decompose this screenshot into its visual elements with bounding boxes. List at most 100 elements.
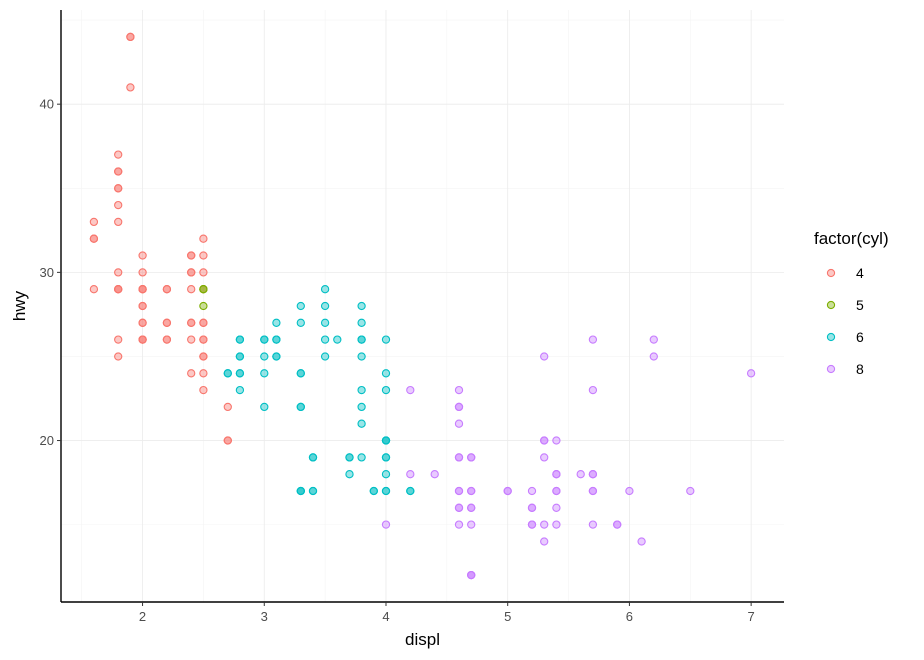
data-point xyxy=(114,268,123,277)
y-tick-label: 30 xyxy=(40,265,54,280)
legend: factor(cyl) 4 5 6 8 xyxy=(814,229,889,377)
data-point xyxy=(552,470,561,479)
data-point xyxy=(357,335,366,344)
data-point xyxy=(576,470,585,479)
data-point xyxy=(333,335,342,344)
data-point xyxy=(320,318,330,327)
data-point xyxy=(114,200,123,210)
data-point xyxy=(138,335,147,344)
data-point xyxy=(114,150,123,159)
data-point xyxy=(114,217,123,227)
data-point xyxy=(114,167,123,176)
data-point xyxy=(296,301,305,311)
data-point xyxy=(223,402,232,412)
data-point xyxy=(430,470,439,479)
data-point xyxy=(381,436,391,445)
data-point xyxy=(272,335,281,344)
data-point xyxy=(138,318,147,327)
data-point xyxy=(649,352,658,361)
data-point xyxy=(260,335,269,344)
data-point xyxy=(454,453,464,462)
data-point xyxy=(746,369,756,378)
data-point xyxy=(357,318,366,327)
data-point xyxy=(320,301,330,311)
data-point xyxy=(138,285,147,294)
data-point xyxy=(235,352,245,361)
data-point xyxy=(467,570,476,580)
data-point xyxy=(320,335,330,344)
data-point xyxy=(114,285,123,294)
x-tick-label: 2 xyxy=(139,609,146,624)
legend-label: 5 xyxy=(856,297,864,313)
data-point xyxy=(357,402,366,412)
data-point xyxy=(199,268,208,277)
data-point xyxy=(357,301,366,311)
data-point xyxy=(540,453,549,462)
data-point xyxy=(345,453,354,462)
data-point xyxy=(540,537,549,546)
data-point xyxy=(199,352,208,361)
x-axis-ticks: 2 3 4 5 6 7 xyxy=(139,602,755,624)
data-point xyxy=(260,352,269,361)
data-point xyxy=(187,251,196,260)
data-point xyxy=(308,453,318,462)
data-point xyxy=(527,520,537,529)
data-point xyxy=(114,335,123,344)
data-point xyxy=(454,385,464,395)
legend-key xyxy=(826,364,836,374)
data-point xyxy=(540,352,549,361)
data-point xyxy=(223,369,232,378)
data-point xyxy=(552,520,561,529)
data-point xyxy=(138,268,147,277)
data-point xyxy=(126,32,135,42)
x-axis-title: displ xyxy=(405,630,440,649)
data-point xyxy=(552,436,561,445)
data-point xyxy=(454,503,464,512)
data-point xyxy=(296,369,305,378)
data-point xyxy=(187,268,196,277)
data-point xyxy=(588,335,598,344)
data-point xyxy=(296,318,305,327)
data-point xyxy=(114,184,123,193)
y-tick-label: 40 xyxy=(40,97,54,112)
data-point xyxy=(357,385,366,395)
legend-title: factor(cyl) xyxy=(814,229,889,248)
data-point xyxy=(381,385,391,395)
data-point xyxy=(296,486,305,496)
data-point xyxy=(381,335,391,344)
data-point xyxy=(138,301,147,311)
data-point xyxy=(89,234,99,243)
data-point xyxy=(454,486,464,496)
data-point xyxy=(89,285,99,294)
data-point xyxy=(138,251,147,260)
data-point xyxy=(686,486,695,496)
x-tick-label: 5 xyxy=(504,609,511,624)
data-point xyxy=(296,402,305,412)
data-point xyxy=(527,486,537,496)
data-point xyxy=(357,352,366,361)
data-point xyxy=(187,335,196,344)
data-point xyxy=(503,486,512,496)
x-tick-label: 4 xyxy=(382,609,389,624)
data-point xyxy=(114,352,123,361)
data-point xyxy=(272,352,281,361)
data-point xyxy=(588,520,598,529)
data-point xyxy=(162,335,172,344)
data-points xyxy=(89,32,756,580)
data-point xyxy=(527,503,537,512)
data-point xyxy=(199,318,208,327)
data-point xyxy=(454,419,464,428)
legend-key xyxy=(826,268,836,278)
data-point xyxy=(357,419,366,428)
data-point xyxy=(199,251,208,260)
data-point xyxy=(345,470,354,479)
data-point xyxy=(187,369,196,378)
data-point xyxy=(357,453,366,462)
x-tick-label: 6 xyxy=(626,609,633,624)
data-point xyxy=(381,520,391,529)
data-point xyxy=(406,486,415,496)
data-point xyxy=(187,285,196,294)
data-point xyxy=(235,385,245,395)
x-tick-label: 3 xyxy=(261,609,268,624)
data-point xyxy=(588,470,598,479)
